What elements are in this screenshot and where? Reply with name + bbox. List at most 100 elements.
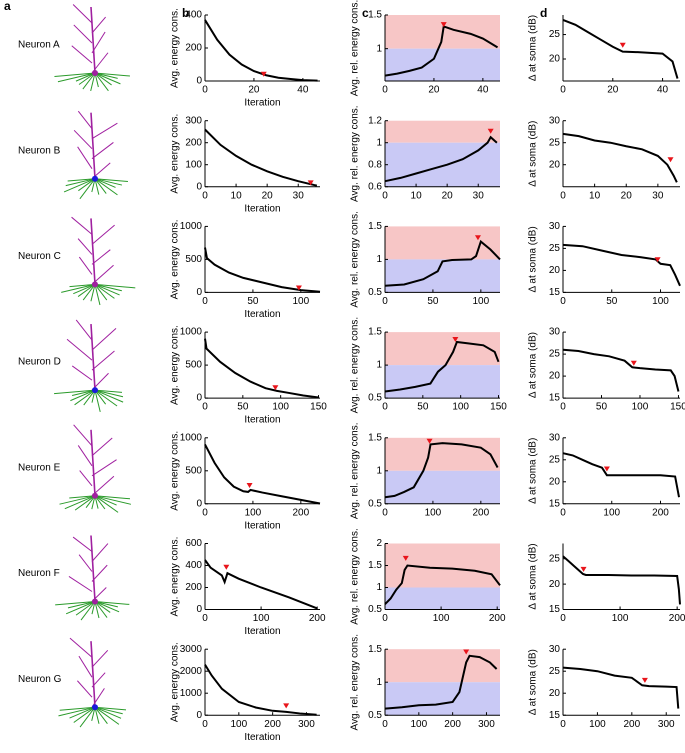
y-tick-label: 1 [376, 137, 382, 148]
marker [402, 555, 409, 561]
y-tick-label: 15 [549, 393, 561, 404]
dendrite [77, 680, 93, 698]
neuron-sketch [59, 424, 132, 513]
x-tick-label: 0 [202, 190, 208, 201]
y-tick-label: 25 [549, 137, 561, 148]
dendrite [73, 424, 93, 447]
y-tick-label: 15 [549, 604, 561, 615]
dendrite [57, 72, 96, 83]
y-tick-label: 600 [185, 538, 202, 549]
dendrite [82, 284, 96, 301]
dendrite [94, 601, 108, 618]
neuron-sketch [61, 216, 136, 306]
dendrite [78, 256, 93, 275]
neuron-sketch [54, 4, 130, 92]
y-tick-label: 20 [549, 54, 561, 65]
x-tick-label: 100 [589, 719, 606, 730]
x-tick-label: 100 [603, 507, 620, 518]
x-axis-label: Iteration [244, 415, 280, 426]
x-tick-label: 30 [473, 190, 485, 201]
shade-above [385, 543, 500, 588]
y-tick-label: 3000 [180, 644, 203, 655]
x-tick-label: 0 [202, 719, 208, 730]
x-tick-label: 50 [596, 402, 608, 413]
y-tick-label: 100 [185, 159, 202, 170]
x-tick-label: 0 [202, 613, 208, 624]
x-tick-label: 300 [658, 719, 675, 730]
dendrite [94, 706, 123, 715]
dendrite [90, 112, 96, 179]
data-line [204, 128, 318, 187]
dendrite [91, 564, 108, 582]
y-tick-label: 15 [549, 498, 561, 509]
dendrite [94, 178, 118, 196]
x-tick-label: 200 [264, 719, 281, 730]
soma [92, 704, 98, 711]
dendrite [91, 52, 109, 74]
y-tick-label: 1.2 [368, 115, 382, 126]
dendrite [94, 495, 132, 505]
y-axis-label: Avg. energy cons. [170, 642, 181, 722]
panel-label: c [362, 6, 369, 20]
y-tick-label: 0 [196, 498, 202, 509]
dendrite [77, 146, 93, 169]
data-line [562, 348, 680, 392]
marker [630, 360, 637, 366]
y-tick-label: 0 [196, 393, 202, 404]
x-tick-label: 0 [382, 296, 388, 307]
y-tick-label: 1 [376, 465, 382, 476]
x-tick-label: 0 [382, 507, 388, 518]
x-tick-label: 30 [652, 190, 664, 201]
y-tick-label: 15 [549, 710, 561, 721]
marker [603, 466, 610, 472]
shade-above [385, 332, 500, 366]
dendrite [90, 6, 96, 74]
y-tick-label: 30 [549, 327, 561, 338]
y-tick-label: 30 [549, 221, 561, 232]
marker [474, 235, 481, 241]
dendrite [73, 283, 96, 295]
data-line [384, 442, 499, 499]
data-line [204, 19, 318, 82]
y-tick-label: 1.5 [368, 10, 382, 21]
x-axis-label: Iteration [244, 626, 280, 637]
y-tick-label: 20 [549, 688, 561, 699]
x-axis-label: Iteration [244, 309, 280, 320]
x-tick-label: 0 [202, 296, 208, 307]
y-axis-label: Avg. energy cons. [170, 325, 181, 405]
y-tick-label: 1 [376, 43, 382, 54]
dendrite [91, 142, 114, 160]
dendrite [73, 129, 93, 150]
soma [92, 70, 98, 76]
y-tick-label: 1 [376, 360, 382, 371]
x-tick-label: 50 [237, 402, 249, 413]
x-tick-label: 50 [606, 296, 618, 307]
x-tick-label: 100 [245, 507, 262, 518]
dendrite [94, 283, 122, 292]
x-tick-label: 0 [382, 719, 388, 730]
x-tick-label: 0 [202, 507, 208, 518]
dendrite [90, 218, 96, 285]
dendrite [80, 601, 96, 621]
dendrite [94, 284, 101, 306]
x-tick-label: 0 [382, 85, 388, 96]
dendrite [94, 706, 108, 724]
y-tick-label: 1.5 [368, 327, 382, 338]
dendrite [91, 543, 109, 562]
x-tick-label: 0 [202, 402, 208, 413]
dendrite [54, 72, 96, 77]
dendrite [78, 655, 93, 678]
dendrite [94, 72, 130, 77]
dendrite [77, 238, 93, 255]
dendrite [90, 641, 96, 708]
dendrite [82, 72, 96, 90]
dendrite [91, 327, 117, 351]
dendrite [65, 601, 96, 615]
x-tick-label: 40 [297, 85, 309, 96]
y-axis-label: Avg. rel. energy cons. [350, 528, 361, 625]
x-tick-label: 0 [560, 190, 566, 201]
neuron-sketch [58, 637, 127, 728]
dendrite [94, 283, 115, 299]
y-tick-label: 500 [185, 254, 202, 265]
dendrite [94, 178, 116, 188]
